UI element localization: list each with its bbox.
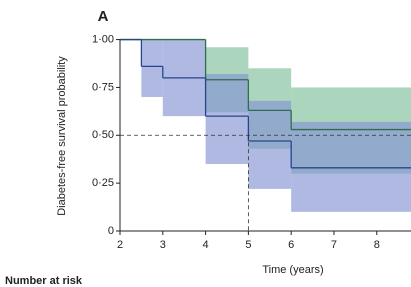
- x-axis-label: Time (years): [262, 264, 323, 276]
- y-tick-label: 0·75: [92, 81, 114, 93]
- confidence-band: [248, 100, 292, 189]
- y-tick-label: 0: [108, 225, 114, 237]
- confidence-band: [291, 121, 411, 212]
- y-axis-label: Diabetes-free survival probability: [56, 56, 68, 216]
- x-tick-label: 4: [203, 239, 209, 251]
- x-tick-label: 2: [117, 239, 123, 251]
- footer-label: Number at risk: [5, 275, 83, 287]
- y-tick-label: 0·25: [92, 177, 114, 189]
- confidence-band: [141, 39, 163, 97]
- x-tick-label: 8: [374, 239, 380, 251]
- x-tick-label: 6: [288, 239, 294, 251]
- y-tick-label: 1·00: [92, 33, 114, 45]
- x-tick-label: 5: [245, 239, 251, 251]
- x-tick-label: 7: [331, 239, 337, 251]
- confidence-band: [205, 74, 249, 164]
- panel-label: A: [98, 8, 109, 25]
- y-tick-label: 0·50: [92, 129, 114, 141]
- x-tick-label: 3: [160, 239, 166, 251]
